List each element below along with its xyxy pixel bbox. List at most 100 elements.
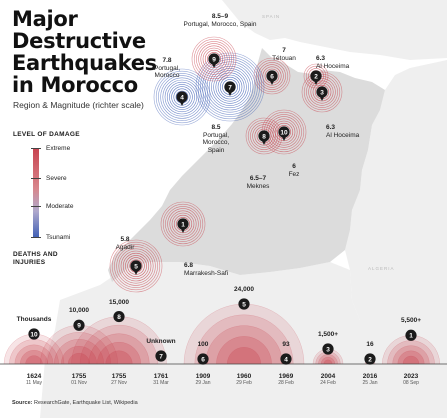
timeline-marker-3: 3 [322, 343, 334, 355]
marker-dot [28, 328, 40, 340]
quake-label-8: 6 Fez [284, 163, 304, 178]
date-value: 08 Sep [403, 380, 419, 386]
page-title: Major Destructive Earthquakes in Morocco [12, 8, 212, 96]
quake-ring [303, 63, 329, 89]
earthquake-markers: 1 2 3 4 5 6 7 8 9 10 [130, 53, 328, 275]
year-value: 2023 [403, 373, 419, 380]
timeline-marker-10: 10 [28, 328, 40, 340]
marker-number: 7 [159, 353, 163, 360]
marker-dot [113, 310, 125, 323]
quake-label-9: 8.5–9 Portugal, Morocco, Spain [180, 13, 260, 28]
timeline-year: 1755 01 Nov [62, 373, 96, 386]
casualty-bubble-5 [183, 303, 305, 364]
quake-marker-7: 7 [224, 81, 236, 96]
bubble-ring [20, 350, 48, 364]
quake-marker-5: 5 [130, 260, 142, 275]
quake-rings-4 [153, 68, 211, 126]
quake-ring [171, 86, 193, 108]
date-value: 27 Nov [111, 380, 127, 386]
marker-dot [266, 70, 278, 82]
bubble-ring [105, 350, 133, 364]
quake-ring [258, 62, 286, 90]
quake-ring [169, 210, 197, 238]
quake-marker-10: 10 [278, 126, 290, 141]
title-line: Earthquakes [12, 51, 157, 75]
legend-level-tsunami: Tsunami [46, 234, 71, 241]
quake-ring [116, 246, 156, 286]
marker-dot [310, 70, 322, 82]
marker-dot [322, 343, 334, 355]
marker-dot [208, 53, 220, 65]
marker-dot [130, 260, 142, 272]
quake-magnitude: 5.8 [120, 236, 130, 243]
timeline-year: 1969 28 Feb [269, 373, 303, 386]
title-line: in Morocco [12, 73, 138, 97]
timeline-marker-8: 8 [113, 310, 125, 323]
quake-magnitude: 8.5–9 [211, 13, 229, 20]
quake-ring [118, 248, 154, 284]
legend-title: LEVEL OF DAMAGE [13, 131, 80, 138]
marker-number: 4 [180, 94, 184, 101]
quake-ring [262, 66, 282, 86]
marker-number: 2 [314, 73, 318, 80]
quake-ring [252, 124, 276, 148]
damage-gradient-bar [33, 148, 39, 238]
casualty-bubble-10 [3, 333, 65, 364]
quake-region: Tétouan [272, 54, 296, 62]
marker-dot [73, 319, 85, 331]
quake-ring [255, 59, 289, 93]
quake-ring [165, 206, 201, 242]
quake-magnitude: 6.8 [184, 262, 194, 269]
legend-level-severe: Severe [46, 175, 67, 182]
death-value: 24,000 [234, 286, 254, 293]
marker-number: 10 [280, 129, 288, 136]
marker-dot [364, 353, 376, 365]
marker-dot [155, 350, 167, 362]
quake-ring [303, 73, 341, 111]
quake-region: Meknes [246, 182, 270, 190]
algeria-landmass [345, 60, 447, 418]
timeline-marker-1: 1 [405, 329, 417, 341]
date-value: 29 Feb [236, 380, 252, 386]
marker-dot [176, 91, 188, 103]
bubble-ring [96, 341, 142, 364]
marker-dot [316, 86, 328, 98]
timeline-year: 1624 11 May [17, 373, 51, 386]
quake-ring [169, 84, 195, 110]
country-label-spain: SPAIN [262, 14, 281, 19]
quake-label-3: 6.3 Al Hoceima [326, 124, 376, 139]
quake-ring [162, 77, 202, 117]
quake-ring [306, 76, 338, 108]
quake-region: Portugal, Morocco, Spain [202, 131, 230, 154]
marker-dot [278, 126, 290, 138]
death-value: 10,000 [69, 307, 89, 315]
quake-marker-3: 3 [316, 86, 328, 101]
casualty-bubble-8 [71, 316, 167, 364]
source-text: ResearchGate, Earthquake List, Wikipedia [34, 400, 138, 406]
death-value: 5,500+ [400, 317, 422, 325]
quake-region: Marrakesh-Safi [184, 269, 229, 277]
timeline-year: 1909 29 Jan [186, 373, 220, 386]
year-value: 1909 [195, 373, 211, 380]
quake-ring [171, 212, 195, 236]
quake-ring [164, 79, 200, 115]
western-sahara-landmass [40, 262, 360, 418]
quake-ring [270, 118, 298, 146]
country-label-algeria: ALGERIA [368, 266, 395, 271]
marker-dot [280, 353, 292, 365]
quake-ring [200, 45, 228, 73]
casualty-bubbles [3, 303, 440, 365]
legend-tick [31, 206, 41, 207]
quake-magnitude: 7 [282, 47, 286, 54]
death-value: Unknown [146, 338, 176, 345]
bubble-ring [47, 332, 111, 365]
year-value: 2016 [362, 373, 378, 380]
quake-ring [197, 54, 263, 120]
quake-ring [114, 244, 158, 288]
timeline-marker-4: 4 [280, 353, 292, 365]
marker-number: 2 [368, 356, 372, 363]
quake-ring [160, 201, 206, 247]
quake-magnitude: 6.3 [316, 55, 326, 62]
